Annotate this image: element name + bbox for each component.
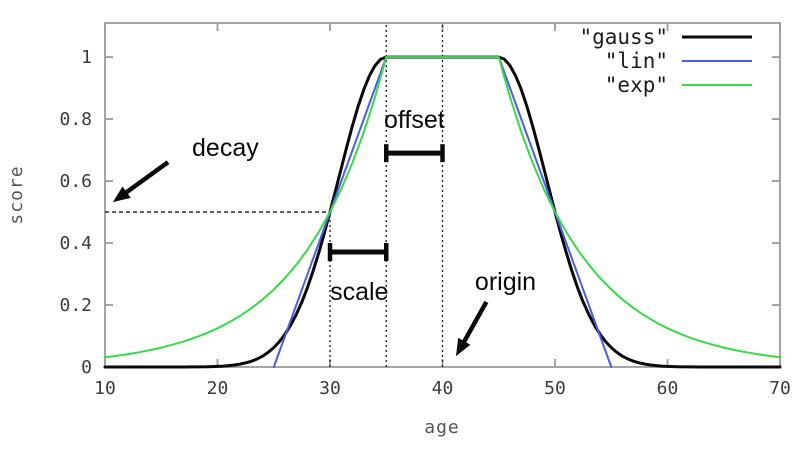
x-axis-tick-label: 50 bbox=[544, 378, 566, 399]
axes-layer: 10 20 30 40 50 60 70 0 0.2 0.4 0.6 0.8 1 bbox=[59, 22, 791, 399]
legend-label-exp: "exp" bbox=[605, 73, 668, 97]
x-axis-tick-label: 10 bbox=[94, 378, 116, 399]
legend-label-lin: "lin" bbox=[605, 49, 668, 73]
annotation-origin: origin bbox=[475, 268, 536, 296]
origin-arrow-head bbox=[456, 337, 471, 357]
x-axis-tick-label: 20 bbox=[207, 378, 229, 399]
decay-arrow-shaft bbox=[122, 160, 170, 197]
guide-lines-layer bbox=[105, 23, 444, 367]
y-axis-tick-label: 0.2 bbox=[59, 295, 92, 316]
legend-label-gauss: "gauss" bbox=[579, 25, 668, 49]
y-axis-tick-label: 0.8 bbox=[59, 109, 92, 130]
x-axis-tick-label: 60 bbox=[657, 378, 679, 399]
x-axis-tick-label: 40 bbox=[432, 378, 454, 399]
y-axis-tick-label: 0 bbox=[81, 357, 92, 378]
x-axis-tick-label: 70 bbox=[769, 378, 791, 399]
curves-layer bbox=[103, 55, 782, 369]
origin-arrow-shaft bbox=[460, 300, 489, 346]
annotation-offset: offset bbox=[384, 106, 445, 134]
x-axis-title: age bbox=[424, 417, 460, 438]
annotation-scale: scale bbox=[330, 278, 388, 306]
y-axis-tick-label: 1 bbox=[81, 47, 92, 68]
annotations-layer: offset scale decay origin bbox=[112, 106, 536, 357]
decay-arrow-head bbox=[112, 186, 131, 203]
legend: "gauss""lin""exp" bbox=[579, 25, 752, 97]
y-axis-title: score bbox=[6, 165, 27, 224]
y-axis-tick-label: 0.4 bbox=[59, 233, 92, 254]
series-exp-line bbox=[104, 56, 781, 359]
x-axis-tick-label: 30 bbox=[319, 378, 341, 399]
y-axis-tick-label: 0.6 bbox=[59, 171, 92, 192]
annotation-decay: decay bbox=[192, 134, 259, 162]
